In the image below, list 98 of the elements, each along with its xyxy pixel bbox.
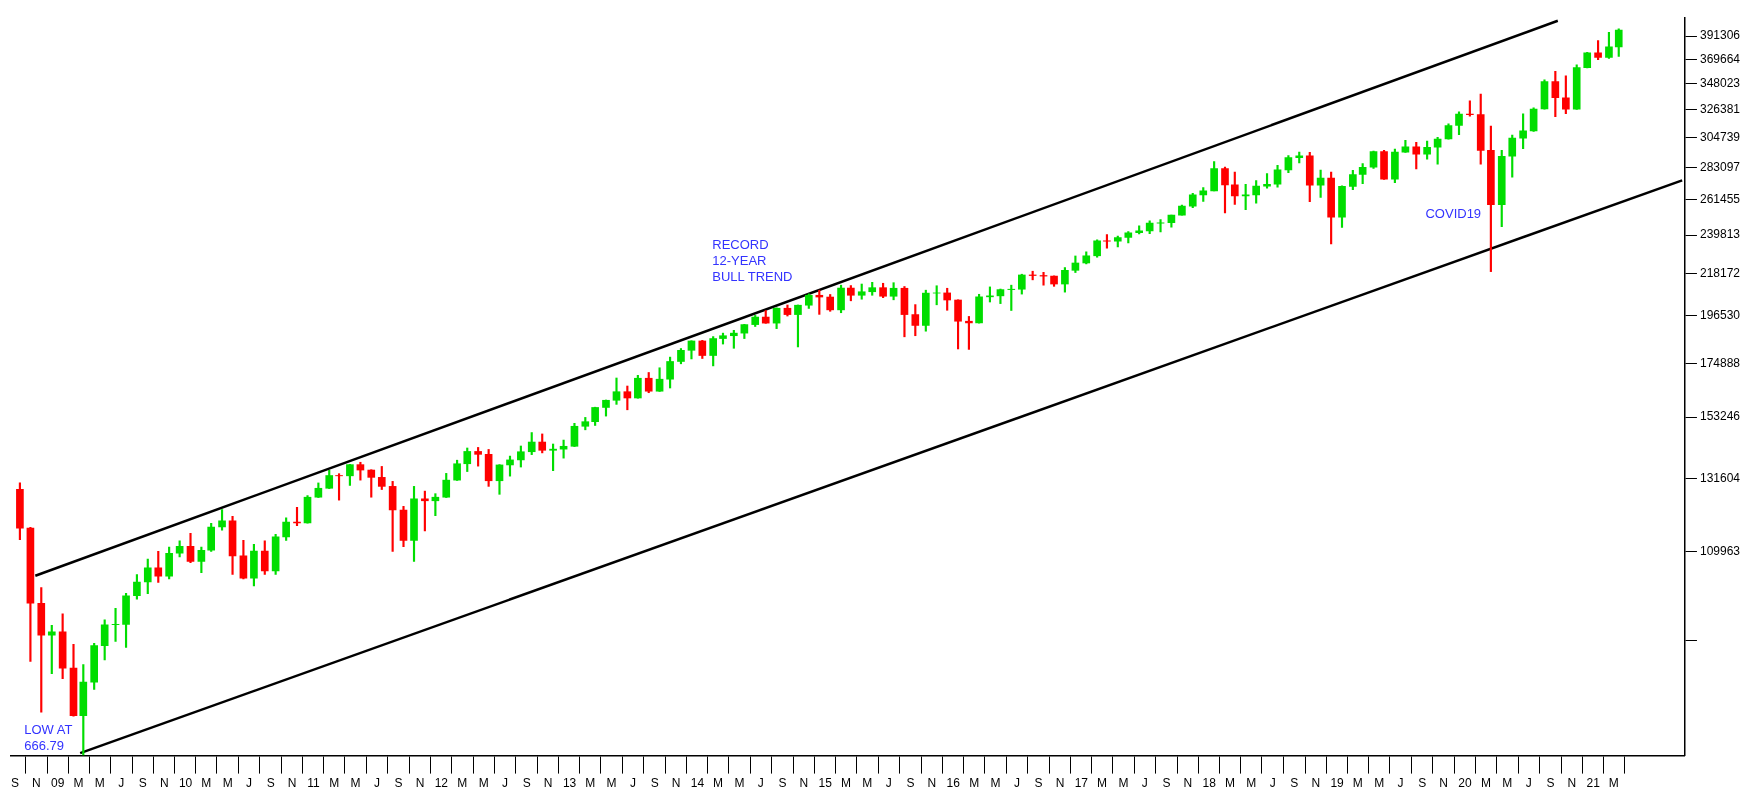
- y-tick-label: 174888: [1699, 355, 1741, 370]
- y-tick-label: 218172: [1699, 265, 1741, 280]
- x-tick-label: M: [1097, 776, 1108, 791]
- y-tick-label: 239813: [1699, 227, 1741, 242]
- x-tick-label: J: [885, 776, 892, 791]
- x-tick-label: 09: [51, 776, 65, 791]
- x-tick-label: N: [1183, 776, 1193, 791]
- x-tick-label: S: [1546, 776, 1555, 791]
- x-tick-label: M: [606, 776, 617, 791]
- x-tick-label: S: [10, 776, 20, 791]
- x-tick-label: N: [415, 776, 425, 791]
- x-tick-label: S: [1290, 776, 1299, 791]
- x-tick-label: 11: [307, 776, 321, 791]
- y-tick-label: 196530: [1699, 308, 1741, 323]
- x-tick-label: 16: [946, 776, 961, 791]
- x-tick-label: J: [1141, 776, 1148, 791]
- x-tick-label: M: [990, 776, 1001, 791]
- x-tick-label: N: [1439, 776, 1448, 791]
- x-tick-label: M: [222, 776, 233, 791]
- x-tick-label: M: [734, 776, 745, 791]
- x-tick-label: S: [1418, 776, 1427, 791]
- x-tick-label: S: [394, 776, 403, 791]
- x-tick-label: S: [266, 776, 275, 791]
- x-tick-label: M: [201, 776, 212, 791]
- x-tick-label: M: [1118, 776, 1129, 791]
- candlestick: [581, 417, 590, 431]
- x-tick-label: N: [32, 776, 41, 791]
- y-tick-label: 348023: [1699, 76, 1741, 91]
- candlestick: [1263, 173, 1271, 189]
- y-tick-label: 391306: [1699, 28, 1741, 43]
- x-tick-label: M: [1502, 776, 1513, 791]
- x-tick-label: S: [778, 776, 787, 791]
- y-tick-label: 304739: [1699, 130, 1741, 145]
- y-tick-label: 261455: [1699, 192, 1741, 207]
- x-tick-label: N: [287, 776, 297, 791]
- x-tick-label: M: [94, 776, 105, 791]
- candlestick: [1594, 40, 1602, 60]
- annotation: RECORD 12-YEAR BULL TREND: [712, 237, 793, 285]
- y-tick-label: 153246: [1699, 409, 1741, 424]
- x-tick-label: 10: [178, 776, 193, 791]
- annotation: LOW AT 666.79: [24, 721, 73, 753]
- x-tick-label: J: [757, 776, 764, 791]
- y-tick-label: 326381: [1699, 102, 1741, 117]
- x-tick-label: J: [1013, 776, 1020, 791]
- x-tick-label: J: [502, 776, 509, 791]
- candlestick: [421, 490, 429, 532]
- x-tick-label: M: [713, 776, 724, 791]
- x-tick-label: S: [522, 776, 531, 791]
- x-tick-label: J: [246, 776, 253, 791]
- x-tick-label: J: [1525, 776, 1532, 791]
- x-tick-label: 18: [1202, 776, 1217, 791]
- x-tick-label: M: [1374, 776, 1385, 791]
- x-tick-label: M: [1224, 776, 1235, 791]
- x-tick-label: N: [1567, 776, 1577, 791]
- x-tick-label: J: [629, 776, 636, 791]
- x-tick-label: N: [1055, 776, 1065, 791]
- x-tick-label: N: [543, 776, 553, 791]
- x-tick-label: M: [73, 776, 84, 791]
- x-tick-label: J: [118, 776, 125, 791]
- x-tick-label: N: [799, 776, 809, 791]
- x-tick-label: 12: [434, 776, 449, 791]
- x-tick-label: S: [906, 776, 915, 791]
- x-tick-label: M: [840, 776, 851, 791]
- x-tick-label: N: [671, 776, 681, 791]
- x-tick-label: M: [1246, 776, 1257, 791]
- x-tick-label: J: [1397, 776, 1404, 791]
- x-tick-label: 19: [1330, 776, 1345, 791]
- x-tick-label: M: [1352, 776, 1363, 791]
- x-tick-label: M: [350, 776, 361, 791]
- y-tick-label: 369664: [1699, 51, 1741, 66]
- x-tick-label: S: [650, 776, 659, 791]
- x-tick-label: M: [862, 776, 873, 791]
- candlestick: [857, 283, 866, 300]
- x-tick-label: S: [1034, 776, 1043, 791]
- x-tick-label: M: [1608, 776, 1619, 791]
- x-tick-label: J: [1269, 776, 1276, 791]
- annotation: COVID19: [1425, 205, 1482, 221]
- x-tick-label: M: [329, 776, 340, 791]
- x-tick-label: 13: [562, 776, 577, 791]
- x-tick-label: N: [1311, 776, 1321, 791]
- x-tick-label: J: [373, 776, 380, 791]
- x-tick-label: S: [138, 776, 147, 791]
- x-tick-label: M: [585, 776, 596, 791]
- x-tick-label: 15: [818, 776, 833, 791]
- y-tick-label: 109963: [1699, 544, 1741, 559]
- x-tick-label: M: [969, 776, 980, 791]
- y-tick-label: 283097: [1699, 159, 1741, 174]
- x-tick-label: 14: [690, 776, 705, 791]
- x-tick-label: M: [457, 776, 468, 791]
- x-tick-label: 21: [1586, 776, 1601, 791]
- y-tick-label: 131604: [1699, 471, 1741, 486]
- x-tick-label: 20: [1458, 776, 1472, 791]
- x-tick-label: S: [1162, 776, 1171, 791]
- x-tick-label: N: [927, 776, 937, 791]
- x-tick-label: M: [1480, 776, 1491, 791]
- x-tick-label: 17: [1074, 776, 1089, 791]
- x-tick-label: M: [478, 776, 489, 791]
- x-tick-label: N: [159, 776, 169, 791]
